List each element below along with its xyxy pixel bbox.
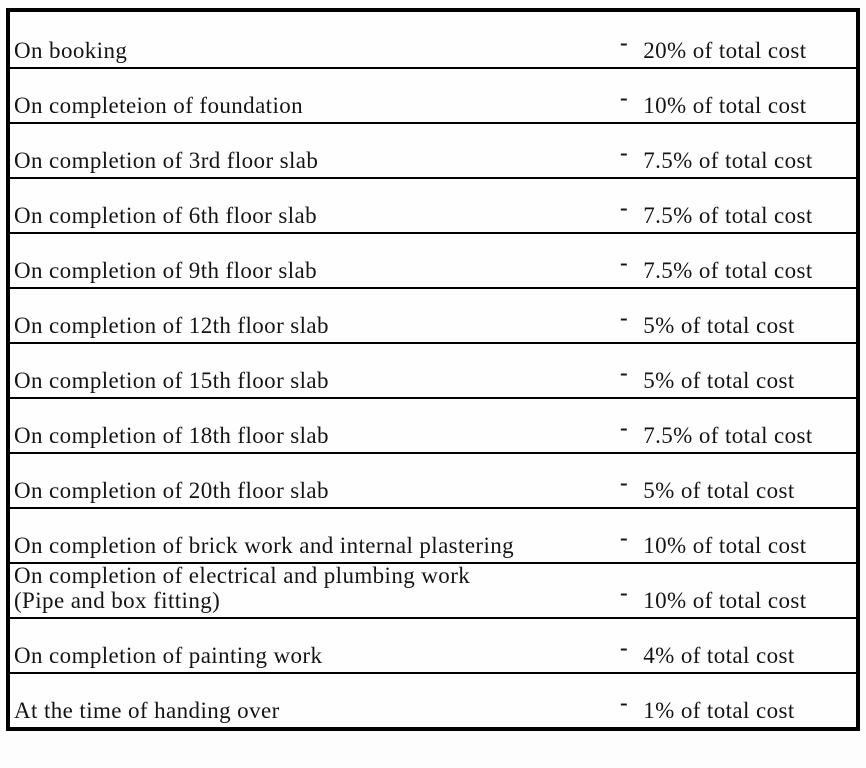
amount-cell: - 5% of total cost <box>620 470 852 504</box>
milestone-cell: On completion of painting work <box>14 643 620 669</box>
amount-text: 7.5% of total cost <box>643 423 813 449</box>
amount-cell: - 7.5% of total cost <box>620 250 852 284</box>
amount-text: 10% of total cost <box>643 93 807 119</box>
amount-text: 5% of total cost <box>643 313 795 339</box>
table-row: On completion of painting work - 4% of t… <box>10 617 856 672</box>
amount-cell: - 5% of total cost <box>620 305 852 339</box>
amount-cell: - 20% of total cost <box>620 30 852 64</box>
table-row: On completion of 15th floor slab - 5% of… <box>10 342 856 397</box>
milestone-text: On completion of 12th floor slab <box>14 313 329 339</box>
currency-dash-mark: - <box>620 140 629 166</box>
currency-dash-mark: - <box>620 415 629 441</box>
milestone-text: On completeion of foundation <box>14 93 304 119</box>
amount-text: 5% of total cost <box>643 368 795 394</box>
amount-text: 7.5% of total cost <box>643 258 813 284</box>
amount-text: 1% of total cost <box>643 698 795 724</box>
table-row: At the time of handing over - 1% of tota… <box>10 672 856 727</box>
amount-text: 10% of total cost <box>643 533 807 559</box>
amount-text: 20% of total cost <box>643 38 807 64</box>
payment-schedule-table: On booking - 20% of total cost On comple… <box>6 8 860 731</box>
amount-cell: - 10% of total cost <box>620 580 852 614</box>
milestone-cell: On completion of 20th floor slab <box>14 478 620 504</box>
amount-cell: - 10% of total cost <box>620 525 852 559</box>
table-row: On completion of 6th floor slab - 7.5% o… <box>10 177 856 232</box>
currency-dash-mark: - <box>620 360 629 386</box>
milestone-cell: On completion of 6th floor slab <box>14 203 620 229</box>
milestone-cell: At the time of handing over <box>14 698 620 724</box>
currency-dash-mark: - <box>620 195 629 221</box>
milestone-text: On completion of 18th floor slab <box>14 423 329 449</box>
amount-cell: - 7.5% of total cost <box>620 195 852 229</box>
milestone-text: On completion of 9th floor slab <box>14 258 318 284</box>
milestone-text-line2: (Pipe and box fitting) <box>14 588 221 614</box>
table-row: On booking - 20% of total cost <box>10 12 856 67</box>
table-row: On completion of 9th floor slab - 7.5% o… <box>10 232 856 287</box>
currency-dash-mark: - <box>620 690 629 716</box>
currency-dash-mark: - <box>620 30 629 56</box>
milestone-text: On completion of 15th floor slab <box>14 368 329 394</box>
table-row: On completion of 12th floor slab - 5% of… <box>10 287 856 342</box>
amount-cell: - 4% of total cost <box>620 635 852 669</box>
milestone-cell: On completeion of foundation <box>14 93 620 119</box>
milestone-text: At the time of handing over <box>14 698 280 724</box>
table-row: On completion of electrical and plumbing… <box>10 562 856 617</box>
milestone-text: On completion of 6th floor slab <box>14 203 318 229</box>
table-row: On completeion of foundation - 10% of to… <box>10 67 856 122</box>
milestone-cell: On completion of 9th floor slab <box>14 258 620 284</box>
milestone-cell: On completion of 15th floor slab <box>14 368 620 394</box>
currency-dash-mark: - <box>620 580 629 606</box>
amount-text: 7.5% of total cost <box>643 148 813 174</box>
amount-cell: - 7.5% of total cost <box>620 415 852 449</box>
milestone-cell: On completion of 18th floor slab <box>14 423 620 449</box>
currency-dash-mark: - <box>620 635 629 661</box>
currency-dash-mark: - <box>620 250 629 276</box>
amount-cell: - 7.5% of total cost <box>620 140 852 174</box>
currency-dash-mark: - <box>620 85 629 111</box>
milestone-text: On booking <box>14 38 128 64</box>
milestone-cell: On completion of brick work and internal… <box>14 533 620 559</box>
currency-dash-mark: - <box>620 305 629 331</box>
milestone-text: On completion of 3rd floor slab <box>14 148 319 174</box>
milestone-cell: On completion of electrical and plumbing… <box>14 563 620 615</box>
amount-text: 5% of total cost <box>643 478 795 504</box>
table-row: On completion of 18th floor slab - 7.5% … <box>10 397 856 452</box>
currency-dash-mark: - <box>620 525 629 551</box>
milestone-cell: On completion of 12th floor slab <box>14 313 620 339</box>
milestone-text: On completion of electrical and plumbing… <box>14 562 471 588</box>
amount-cell: - 5% of total cost <box>620 360 852 394</box>
milestone-text: On completion of brick work and internal… <box>14 533 515 559</box>
milestone-text: On completion of painting work <box>14 643 323 669</box>
milestone-cell: On booking <box>14 38 620 64</box>
amount-text: 4% of total cost <box>643 643 795 669</box>
currency-dash-mark: - <box>620 470 629 496</box>
milestone-text: On completion of 20th floor slab <box>14 478 329 504</box>
amount-text: 7.5% of total cost <box>643 203 813 229</box>
amount-cell: - 10% of total cost <box>620 85 852 119</box>
amount-text: 10% of total cost <box>643 588 807 614</box>
table-row: On completion of 3rd floor slab - 7.5% o… <box>10 122 856 177</box>
amount-cell: - 1% of total cost <box>620 690 852 724</box>
milestone-cell: On completion of 3rd floor slab <box>14 148 620 174</box>
table-row: On completion of 20th floor slab - 5% of… <box>10 452 856 507</box>
table-row: On completion of brick work and internal… <box>10 507 856 562</box>
